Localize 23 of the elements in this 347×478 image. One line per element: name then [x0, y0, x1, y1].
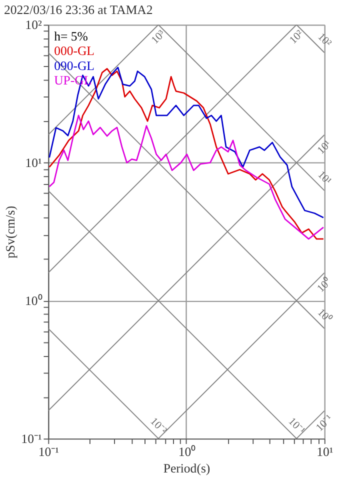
- y-tick-label: 10⁰: [25, 294, 43, 308]
- text: 10¹: [315, 168, 334, 188]
- y-tick-label: 10⁻¹: [21, 432, 42, 446]
- y-axis-title: pSv(cm/s): [3, 206, 18, 258]
- x-tick-label: 10⁻¹: [38, 444, 60, 459]
- series-label: 000-GL: [54, 44, 95, 58]
- y-tick-label: 10²: [25, 18, 42, 32]
- series-label: 090-GL: [54, 58, 95, 73]
- text: 10⁻²: [148, 415, 170, 437]
- text: 10⁰: [314, 275, 334, 295]
- x-axis-title: Period(s): [163, 461, 210, 476]
- text: 10²: [315, 30, 334, 50]
- text: 10⁻¹: [286, 415, 308, 437]
- text: 10⁰: [314, 306, 335, 326]
- y-tick-label: 10¹: [25, 156, 42, 170]
- x-tick-label: 10¹: [316, 444, 334, 459]
- text: 10³: [149, 27, 168, 46]
- text: 10¹: [315, 138, 334, 157]
- text: 10²: [287, 28, 306, 46]
- x-tick-label: 10⁰: [178, 444, 196, 459]
- text: 10⁻¹: [314, 412, 335, 434]
- chart-title: 2022/03/16 23:36 at TAMA2: [4, 2, 153, 17]
- legend-title: h= 5%: [54, 29, 88, 44]
